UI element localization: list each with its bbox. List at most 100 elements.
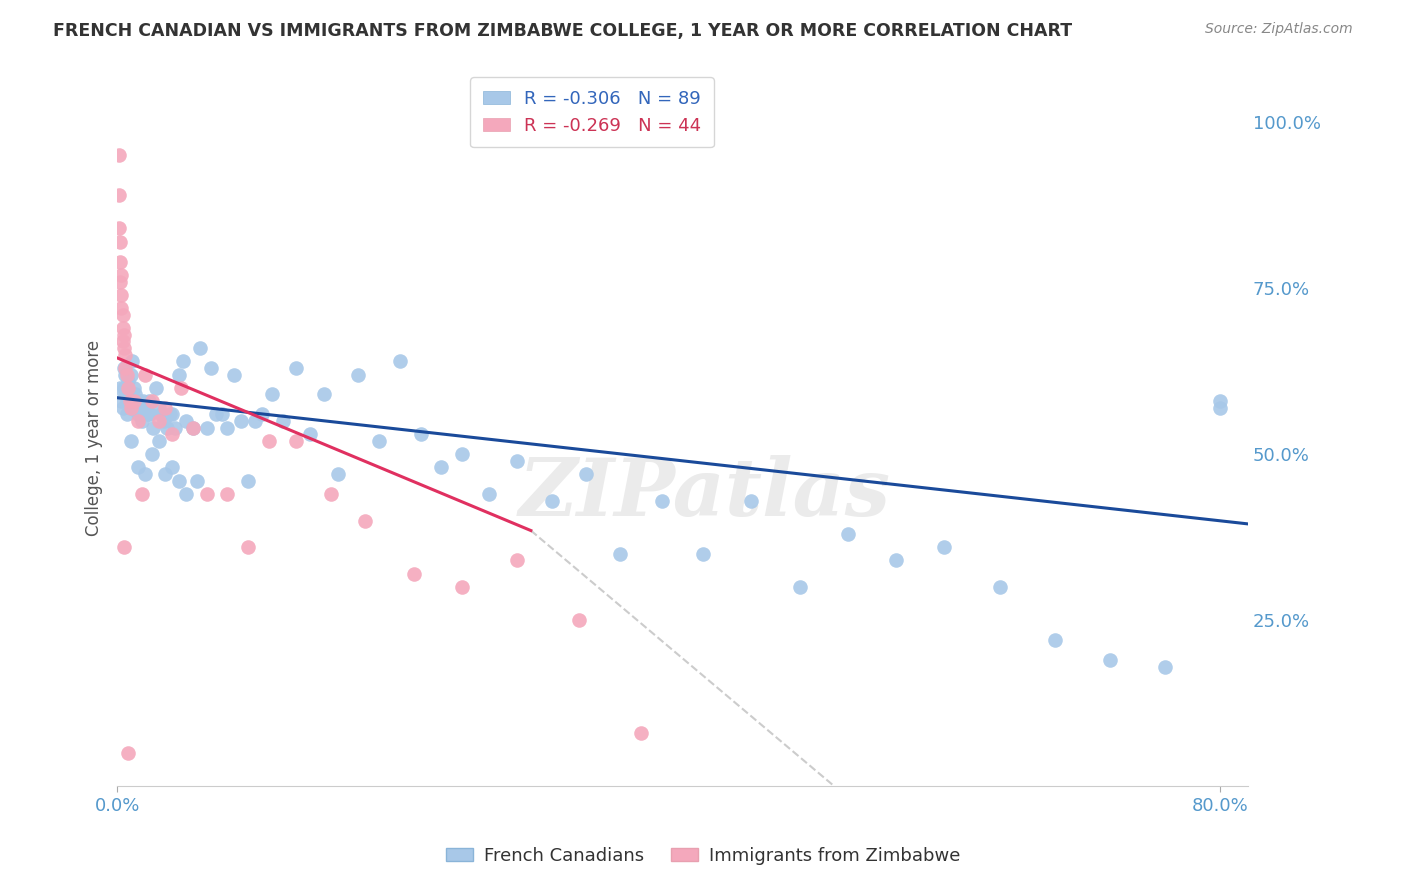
Point <box>181 420 204 434</box>
Point <box>238 540 260 554</box>
Point <box>111 334 134 349</box>
Point <box>165 420 187 434</box>
Point <box>111 308 134 322</box>
Point <box>107 188 129 202</box>
Point <box>651 493 673 508</box>
Point <box>148 414 170 428</box>
Point <box>129 408 152 422</box>
Point <box>155 467 177 481</box>
Point <box>257 434 280 448</box>
Point <box>402 566 425 581</box>
Point <box>409 427 432 442</box>
Point <box>630 726 652 740</box>
Point <box>169 381 191 395</box>
Legend: R = -0.306   N = 89, R = -0.269   N = 44: R = -0.306 N = 89, R = -0.269 N = 44 <box>470 77 714 147</box>
Point <box>506 553 529 567</box>
Point <box>156 420 179 434</box>
Point <box>127 414 149 428</box>
Point <box>117 746 139 760</box>
Point <box>150 408 173 422</box>
Y-axis label: College, 1 year or more: College, 1 year or more <box>86 340 103 535</box>
Point <box>837 526 859 541</box>
Point <box>108 275 131 289</box>
Point <box>1098 653 1121 667</box>
Point <box>117 374 139 388</box>
Point <box>111 401 134 415</box>
Point <box>174 414 197 428</box>
Point <box>347 368 370 382</box>
Point <box>285 360 308 375</box>
Point <box>200 360 222 375</box>
Point <box>430 460 453 475</box>
Point <box>108 381 131 395</box>
Point <box>120 401 142 415</box>
Point <box>1154 659 1177 673</box>
Point <box>141 394 163 409</box>
Point <box>238 474 260 488</box>
Point <box>122 394 145 409</box>
Point <box>167 368 190 382</box>
Point <box>148 434 170 448</box>
Point <box>285 434 308 448</box>
Point <box>110 268 132 282</box>
Point <box>112 381 135 395</box>
Point <box>167 474 190 488</box>
Point <box>934 540 956 554</box>
Point <box>540 493 562 508</box>
Point <box>243 414 266 428</box>
Point <box>134 368 156 382</box>
Point <box>1209 394 1232 409</box>
Point <box>112 327 135 342</box>
Point <box>122 381 145 395</box>
Text: ZIPatlas: ZIPatlas <box>519 455 891 533</box>
Point <box>141 447 163 461</box>
Point <box>1209 401 1232 415</box>
Point <box>114 360 136 375</box>
Point <box>354 514 377 528</box>
Point <box>114 368 136 382</box>
Point <box>609 547 631 561</box>
Point <box>111 321 134 335</box>
Point <box>368 434 391 448</box>
Point <box>312 387 335 401</box>
Point <box>153 414 176 428</box>
Point <box>107 221 129 235</box>
Point <box>128 394 150 409</box>
Point <box>988 580 1011 594</box>
Point <box>117 381 139 395</box>
Point <box>388 354 411 368</box>
Point <box>162 427 184 442</box>
Point <box>138 394 160 409</box>
Point <box>139 408 162 422</box>
Point <box>145 381 167 395</box>
Point <box>110 301 132 315</box>
Point <box>884 553 907 567</box>
Text: FRENCH CANADIAN VS IMMIGRANTS FROM ZIMBABWE COLLEGE, 1 YEAR OR MORE CORRELATION : FRENCH CANADIAN VS IMMIGRANTS FROM ZIMBA… <box>53 22 1073 40</box>
Point <box>162 408 184 422</box>
Point <box>181 420 204 434</box>
Point <box>692 547 714 561</box>
Point <box>124 387 146 401</box>
Point <box>120 401 142 415</box>
Point <box>250 408 273 422</box>
Point <box>478 487 501 501</box>
Point <box>115 394 138 409</box>
Point <box>127 460 149 475</box>
Point <box>172 354 194 368</box>
Point <box>217 420 239 434</box>
Point <box>148 401 170 415</box>
Point <box>299 427 322 442</box>
Point <box>319 487 342 501</box>
Point <box>120 368 142 382</box>
Point <box>112 341 135 355</box>
Point <box>568 613 591 627</box>
Point <box>132 394 155 409</box>
Point <box>110 394 132 409</box>
Point <box>451 447 474 461</box>
Point <box>789 580 811 594</box>
Point <box>112 360 135 375</box>
Point <box>159 408 181 422</box>
Point <box>211 408 233 422</box>
Point <box>136 408 159 422</box>
Point <box>118 394 141 409</box>
